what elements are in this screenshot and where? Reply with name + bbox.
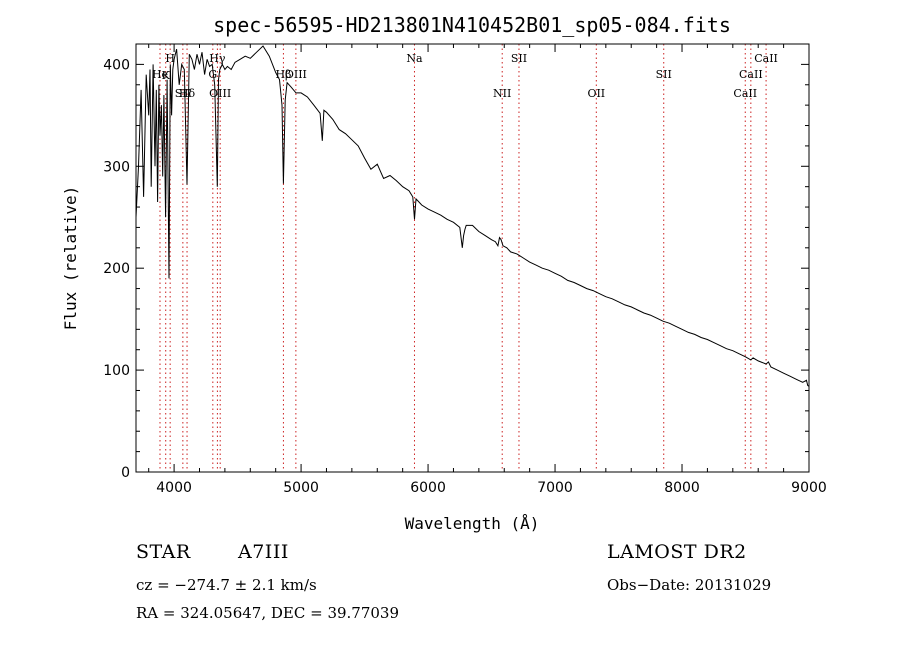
line-label: SII	[656, 68, 672, 81]
x-tick-label: 9000	[791, 480, 827, 496]
x-tick-label: 6000	[410, 480, 446, 496]
redshift-value: cz = −274.7 ± 2.1 km/s	[136, 576, 317, 594]
x-tick-label: 8000	[664, 480, 700, 496]
x-axis-label: Wavelength (Å)	[405, 514, 540, 533]
line-label: H	[165, 52, 175, 65]
chart-title: spec-56595-HD213801N410452B01_sp05-084.f…	[213, 13, 731, 37]
spectral-subclass: A7III	[238, 541, 289, 563]
line-label: CaII	[733, 87, 757, 100]
x-tick-label: 7000	[537, 480, 573, 496]
spectral-line-markers	[159, 44, 767, 472]
x-tick-label: 4000	[156, 480, 192, 496]
spectrum-series-line	[135, 45, 810, 387]
line-label: OII	[587, 87, 605, 100]
x-tick-label: 5000	[283, 480, 319, 496]
line-label: Na	[406, 52, 423, 65]
y-tick-label: 200	[103, 261, 130, 277]
y-axis-label: Flux (relative)	[61, 186, 80, 331]
line-label: He	[152, 68, 168, 81]
y-axis-ticks: 0 100 200 300 400	[103, 43, 809, 481]
y-tick-label: 100	[103, 363, 130, 379]
line-label: CaII	[754, 52, 778, 65]
plot-frame	[135, 43, 810, 473]
line-label: OIII	[209, 87, 231, 100]
y-tick-label: 300	[103, 159, 130, 175]
line-label: G	[208, 68, 217, 81]
x-axis-ticks: 4000 5000 6000 7000 8000 9000	[148, 44, 827, 496]
object-type: STAR	[136, 541, 191, 563]
survey-release: LAMOST DR2	[607, 541, 747, 563]
observation-date: Obs−Date: 20131029	[607, 576, 772, 594]
line-label: CaII	[739, 68, 763, 81]
sky-coordinates: RA = 324.05647, DEC = 39.77039	[136, 604, 400, 622]
y-tick-label: 400	[103, 57, 130, 73]
line-label: Hδ	[179, 87, 196, 100]
line-label: NII	[493, 87, 511, 100]
y-tick-label: 0	[121, 465, 130, 481]
line-label: K	[162, 69, 171, 82]
line-label: Hγ	[209, 52, 226, 65]
line-label: OIII	[285, 68, 307, 81]
line-label: SII	[175, 87, 191, 100]
line-label: Hβ	[275, 68, 291, 81]
line-label: SII	[511, 52, 527, 65]
